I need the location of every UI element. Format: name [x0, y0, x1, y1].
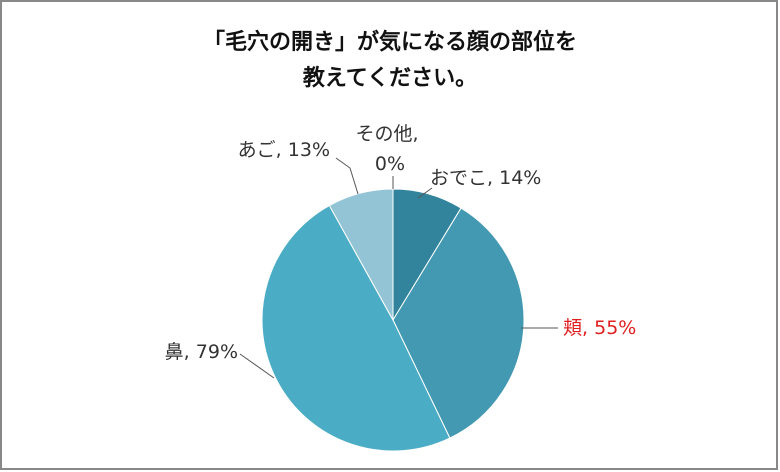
- leader-line: [417, 187, 433, 199]
- value-label: 14%: [499, 167, 541, 189]
- value-label: 0%: [375, 153, 405, 175]
- category-label: おでこ: [430, 167, 487, 189]
- pie-slice: [392, 207, 525, 439]
- value-label: 13%: [288, 139, 330, 161]
- data-label: あご, 13%: [238, 139, 330, 161]
- data-label: おでこ, 14%: [430, 167, 541, 189]
- label-separator: ,: [184, 341, 196, 363]
- value-label: 79%: [196, 341, 238, 363]
- pie-slice: [261, 204, 451, 452]
- leader-line: [335, 157, 359, 195]
- label-separator: ,: [487, 167, 499, 189]
- data-label: 頬, 55%: [563, 317, 636, 339]
- category-label: 鼻: [165, 341, 184, 363]
- label-separator: ,: [276, 139, 288, 161]
- value-label: 55%: [594, 317, 636, 339]
- chart-title: 教えてください。: [303, 65, 477, 91]
- chart-title: 「毛穴の開き」が気になる顔の部位を: [203, 29, 577, 55]
- data-label: その他, 0%: [355, 123, 424, 175]
- label-separator: ,: [582, 317, 594, 339]
- category-label: 頬: [563, 317, 582, 339]
- label-separator: ,: [412, 123, 424, 145]
- leader-line: [239, 353, 275, 379]
- category-label: その他: [355, 123, 412, 145]
- category-label: あご: [238, 139, 276, 161]
- data-label: 鼻, 79%: [165, 341, 238, 363]
